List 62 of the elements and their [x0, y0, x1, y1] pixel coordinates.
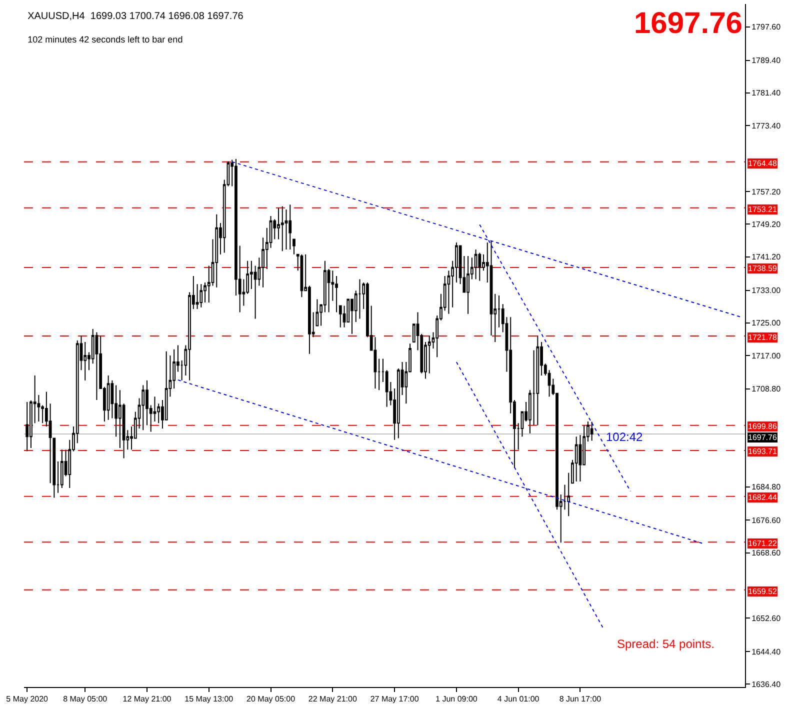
- y-tick-label: 1773.40: [752, 121, 782, 130]
- x-tick-label: 12 May 21:00: [122, 694, 172, 704]
- y-tick-label: 1789.40: [752, 56, 782, 66]
- candlestick: [574, 436, 578, 482]
- ref-line-label: 1693.71: [748, 447, 778, 456]
- y-tick-label: 1725.00: [752, 318, 782, 328]
- ref-line-label: 1738.59: [748, 264, 778, 273]
- x-tick-label: 20 May 05:00: [246, 694, 296, 704]
- candlestick: [106, 374, 110, 420]
- candlestick: [478, 252, 482, 282]
- candlestick: [567, 472, 570, 517]
- candlestick: [466, 256, 470, 314]
- annotation: Spread: 54 points.: [617, 637, 714, 651]
- x-tick-label: 5 May 2020: [6, 694, 49, 704]
- y-tick-label: 1644.40: [752, 647, 782, 656]
- candlestick: [60, 449, 64, 489]
- ref-line-label: 1753.21: [748, 205, 778, 214]
- y-tick-label: 1741.20: [752, 252, 782, 262]
- candlestick: [338, 305, 342, 328]
- y-tick-label: 1757.20: [752, 187, 782, 196]
- y-tick-label: 1749.20: [752, 220, 782, 229]
- ref-line-label: 1699.86: [748, 422, 778, 431]
- y-tick-label: 1668.60: [752, 548, 782, 558]
- ref-line-label: 1682.44: [748, 493, 778, 502]
- y-tick-label: 1733.00: [752, 286, 782, 296]
- text: 102 minutes 42 seconds left to bar end: [28, 34, 183, 45]
- candlestick: [26, 401, 29, 452]
- text: XAUUSD,H4 1699.03 1700.74 1696.08 1697.76: [28, 11, 244, 22]
- x-tick-label: 8 Jun 17:00: [559, 694, 602, 704]
- candlestick: [288, 204, 292, 250]
- x-tick-label: 4 Jun 01:00: [497, 694, 540, 704]
- ref-line-label: 1764.48: [748, 159, 778, 168]
- x-tick-label: 8 May 05:00: [63, 694, 108, 704]
- x-tick-label: 1 Jun 09:00: [436, 694, 478, 704]
- ref-line-label: 1671.22: [748, 539, 778, 548]
- x-tick-label: 22 May 21:00: [308, 694, 358, 704]
- y-tick-label: 1652.60: [752, 614, 782, 623]
- y-tick-label: 1636.40: [752, 680, 782, 689]
- candlestick: [142, 384, 145, 431]
- y-tick-label: 1708.80: [752, 384, 782, 394]
- ref-line-label: 1659.52: [748, 587, 778, 596]
- candlestick: [316, 298, 319, 326]
- x-tick-label: 15 May 13:00: [184, 694, 234, 704]
- candlestick: [95, 332, 98, 400]
- candlestick: [280, 206, 284, 252]
- annotation: 102:42: [606, 430, 644, 444]
- y-tick-label: 1717.00: [752, 351, 782, 360]
- candlestick: [215, 214, 218, 288]
- candlestick: [358, 278, 362, 320]
- candlestick: [200, 284, 203, 308]
- x-tick-label: 27 May 17:00: [370, 694, 420, 704]
- y-tick-label: 1797.60: [752, 22, 782, 32]
- ref-line-label: 1721.78: [748, 333, 778, 342]
- ref-line-label: 1697.76: [748, 433, 778, 442]
- candlestick: [292, 238, 296, 255]
- candlestick: [590, 421, 594, 442]
- y-tick-label: 1676.60: [752, 516, 782, 526]
- y-tick-label: 1781.40: [752, 88, 782, 98]
- y-tick-label: 1684.80: [752, 482, 782, 492]
- annotation: 1697.76: [634, 7, 742, 40]
- candlestick: [536, 335, 540, 426]
- candlestick: [474, 248, 478, 280]
